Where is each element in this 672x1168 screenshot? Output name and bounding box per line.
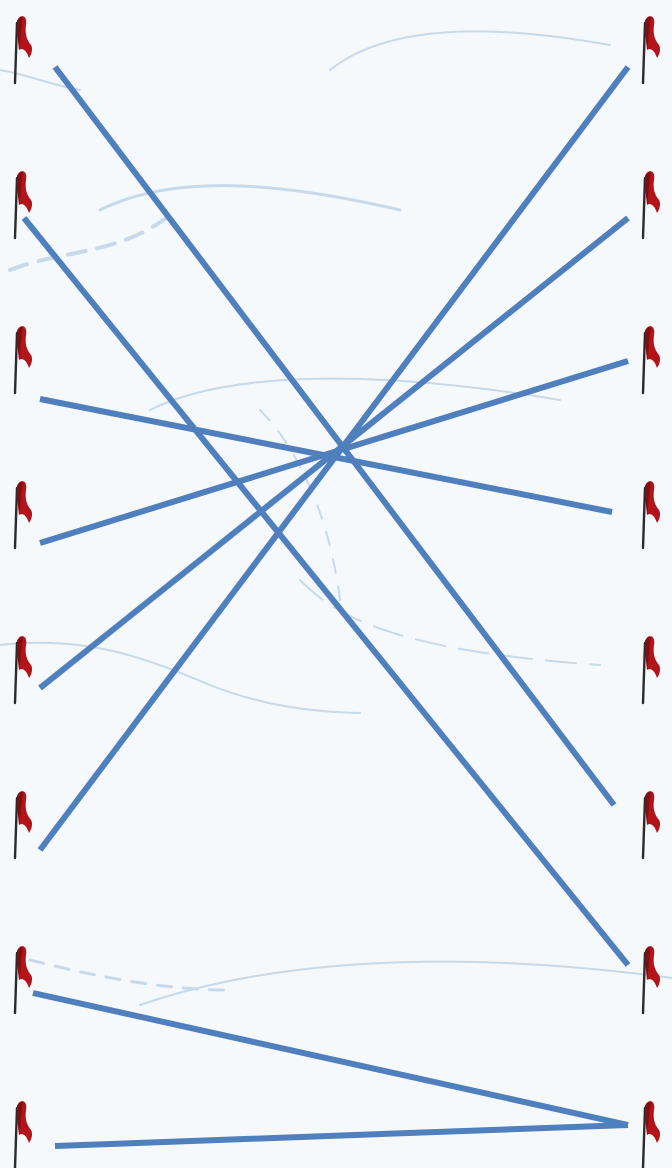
- connection-line[interactable]: [38, 215, 630, 691]
- left-flag-3[interactable]: [13, 326, 33, 395]
- terrain-sketch: [0, 30, 672, 1006]
- terrain-curve: [329, 30, 611, 71]
- right-flag-3[interactable]: [641, 326, 661, 395]
- right-flag-2[interactable]: [641, 171, 661, 240]
- connection-lines: [21, 65, 631, 1149]
- terrain-curve: [98, 184, 402, 212]
- flag-shade-icon: [645, 17, 651, 50]
- flag-pole-icon: [641, 796, 647, 860]
- left-flag-2[interactable]: [13, 171, 33, 240]
- connection-line[interactable]: [32, 990, 629, 1128]
- flag-shade-icon: [17, 947, 23, 980]
- right-flag-4[interactable]: [641, 481, 661, 550]
- flag-shade-icon: [17, 17, 23, 50]
- flag-pole-icon: [641, 1106, 647, 1168]
- flag-pole-icon: [13, 1106, 19, 1168]
- flag-shade-icon: [645, 947, 651, 980]
- connection-line[interactable]: [37, 65, 631, 852]
- terrain-curve: [139, 960, 672, 1006]
- left-flag-6[interactable]: [13, 791, 33, 860]
- flag-shade-icon: [645, 1102, 651, 1135]
- connection-line[interactable]: [21, 216, 631, 967]
- flag-shade-icon: [17, 1102, 23, 1135]
- terrain-curve: [299, 579, 601, 666]
- flag-pole-icon: [13, 796, 19, 860]
- left-flag-1[interactable]: [13, 16, 33, 85]
- flag-pole-icon: [13, 176, 19, 240]
- flag-shade-icon: [17, 637, 23, 670]
- flag-shade-icon: [645, 327, 651, 360]
- right-flag-1[interactable]: [641, 16, 661, 85]
- flag-pole-icon: [641, 331, 647, 395]
- left-flag-8[interactable]: [13, 1101, 33, 1168]
- connection-line[interactable]: [52, 65, 617, 807]
- flag-shade-icon: [17, 172, 23, 205]
- flag-pole-icon: [13, 951, 19, 1015]
- right-flag-8[interactable]: [641, 1101, 661, 1168]
- flag-shade-icon: [17, 792, 23, 825]
- terrain-curve: [28, 958, 232, 992]
- flag-shade-icon: [17, 327, 23, 360]
- flag-pole-icon: [641, 21, 647, 85]
- terrain-curve: [0, 641, 361, 714]
- flag-pole-icon: [13, 486, 19, 550]
- right-flag-6[interactable]: [641, 791, 661, 860]
- left-flag-7[interactable]: [13, 946, 33, 1015]
- connection-line[interactable]: [54, 1122, 629, 1149]
- flag-pole-icon: [641, 176, 647, 240]
- flag-shade-icon: [17, 482, 23, 515]
- right-flag-7[interactable]: [641, 946, 661, 1015]
- right-flag-5[interactable]: [641, 636, 661, 705]
- flag-pole-icon: [641, 486, 647, 550]
- flag-pole-icon: [13, 331, 19, 395]
- flag-pole-icon: [13, 21, 19, 85]
- terrain-curve: [8, 213, 172, 272]
- flag-pole-icon: [641, 641, 647, 705]
- flag-shade-icon: [645, 482, 651, 515]
- flag-shade-icon: [645, 172, 651, 205]
- flag-pole-icon: [13, 641, 19, 705]
- flag-shade-icon: [645, 792, 651, 825]
- flag-pole-icon: [641, 951, 647, 1015]
- left-flag-5[interactable]: [13, 636, 33, 705]
- flag-shade-icon: [645, 637, 651, 670]
- terrain-curve: [149, 377, 561, 411]
- left-flag-4[interactable]: [13, 481, 33, 550]
- flags-layer: [13, 16, 661, 1168]
